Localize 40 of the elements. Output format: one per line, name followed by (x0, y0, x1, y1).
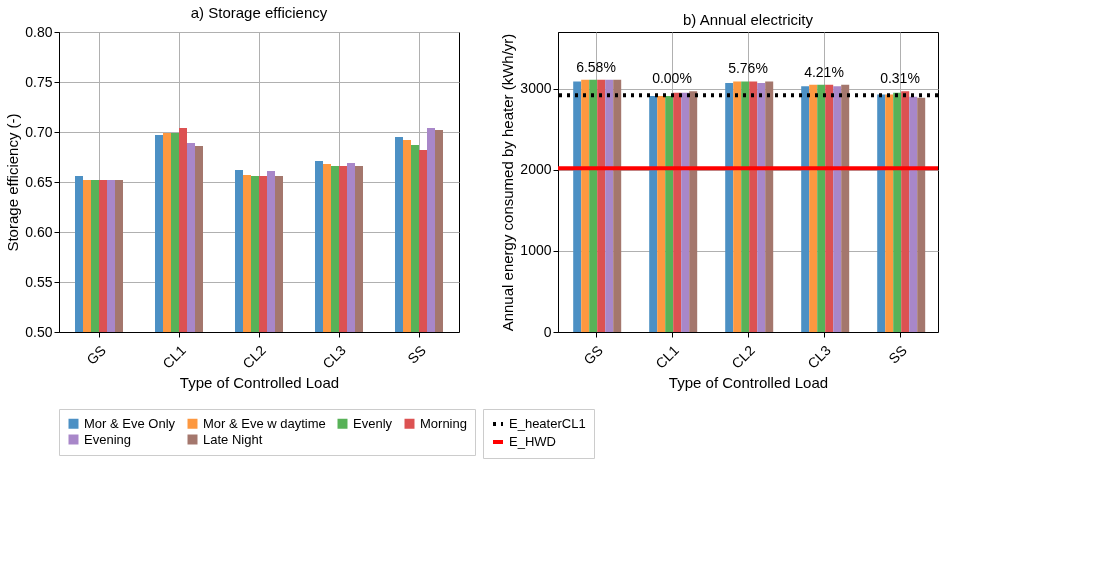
x-tick-label: CL3 (804, 341, 835, 372)
annotation: 5.76% (728, 60, 768, 77)
x-tick-label: CL2 (728, 341, 759, 372)
y-tick-label: 2000 (520, 161, 552, 178)
y-axis-title: Annual energy consumed by heater (kWh/yr) (499, 33, 517, 332)
y-tick-label: 0 (543, 323, 552, 340)
y-tick-label: 0.70 (25, 123, 53, 140)
y-tick-label: 0.75 (25, 73, 53, 90)
annotation: 4.21% (804, 63, 844, 80)
y-tick-label: 0.55 (25, 273, 53, 290)
y-tick-label: 0.80 (25, 23, 53, 40)
chart-title: b) Annual electricity (682, 11, 814, 28)
legend-label: Mor & Eve w daytime (203, 415, 326, 431)
y-tick-label: 3000 (520, 80, 552, 97)
y-tick-label: 0.60 (25, 223, 53, 240)
legend-label: Late Night (203, 431, 263, 447)
x-tick-label: CL2 (239, 341, 270, 372)
y-tick-label: 0.65 (25, 173, 53, 190)
x-tick-label: SS (404, 342, 429, 367)
chart-title: a) Storage efficiency (190, 4, 328, 21)
legend-label: E_HWD (509, 434, 556, 449)
x-tick-label: CL1 (652, 341, 683, 372)
x-tick-label: GS (83, 342, 109, 368)
x-tick-label: SS (885, 342, 910, 367)
x-tick-label: GS (580, 342, 606, 368)
y-tick-label: 0.50 (25, 323, 53, 340)
legend-label: Morning (420, 415, 467, 431)
legend-label: Evening (84, 431, 131, 447)
x-tick-label: CL3 (319, 341, 350, 372)
legend-label: Mor & Eve Only (84, 415, 176, 431)
legend-label: Evenly (353, 415, 393, 431)
x-axis-title: Type of Controlled Load (668, 373, 829, 391)
annotation: 0.31% (880, 70, 920, 87)
legend-label: E_heaterCL1 (509, 416, 586, 431)
annotation: 6.58% (576, 58, 616, 75)
x-tick-label: CL1 (159, 341, 190, 372)
y-axis-title: Storage efficiency (-) (4, 113, 22, 252)
annotation: 0.00% (652, 70, 692, 87)
x-axis-title: Type of Controlled Load (179, 373, 340, 391)
y-tick-label: 1000 (520, 242, 552, 259)
